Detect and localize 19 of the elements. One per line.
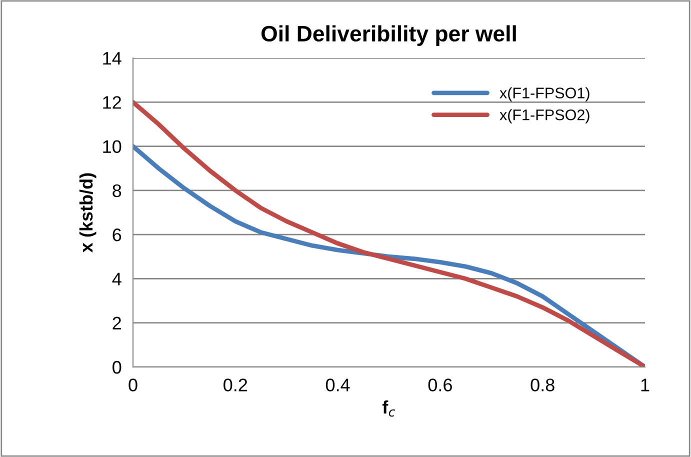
y-tick-label: 4 — [112, 272, 122, 286]
chart-title: Oil Deliveribility per well — [261, 25, 516, 46]
x-tick-label: 0.6 — [428, 378, 452, 392]
y-tick-label: 10 — [103, 140, 122, 154]
legend-label: x(F1-FPSO1) — [500, 87, 590, 102]
y-tick-label: 6 — [112, 228, 122, 242]
y-tick-label: 8 — [112, 184, 122, 198]
x-tick-label: 1 — [641, 378, 650, 392]
x-tick-label: 0.4 — [326, 378, 350, 392]
x-tick-label: 0.2 — [224, 378, 248, 392]
y-tick-label: 14 — [103, 52, 122, 65]
y-tick-label: 2 — [112, 316, 121, 330]
x-axis-title: f$_{c}$ — [382, 400, 396, 417]
legend-label: x(F1-FPSO2) — [500, 109, 590, 124]
y-axis-title: x (kstb/d) — [79, 173, 96, 252]
x-tick-label: 0.8 — [530, 378, 554, 392]
y-tick-label: 12 — [103, 96, 121, 109]
y-tick-label: 0 — [112, 360, 122, 374]
x-tick-label: 0 — [128, 378, 138, 392]
